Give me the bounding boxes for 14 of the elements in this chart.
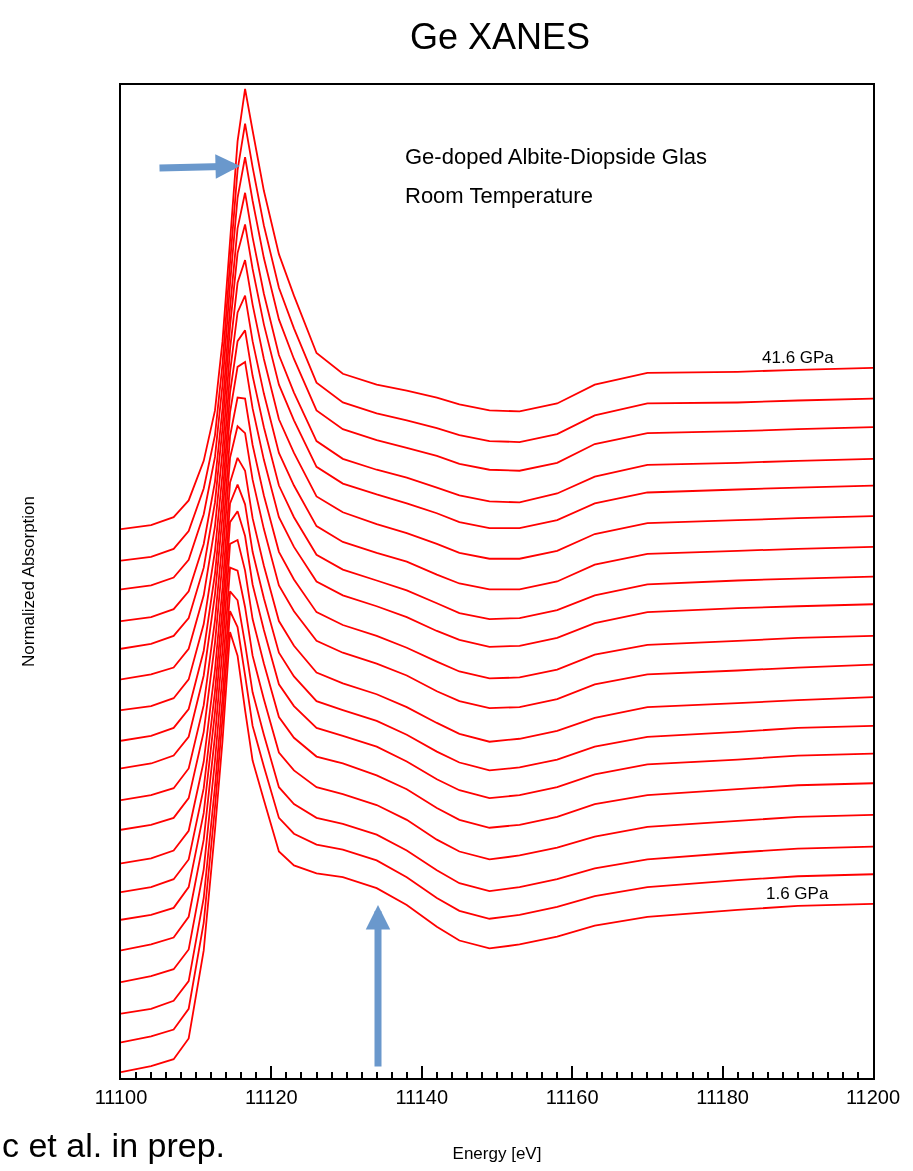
x-tick-label: 11140 [395,1086,449,1108]
annotation: Room Temperature [405,183,593,208]
x-tick-label: 11200 [845,1086,901,1108]
series-label: 41.6 GPa [762,348,835,367]
series-label: 1.6 GPa [766,884,829,903]
x-tick-label: 11160 [545,1086,599,1108]
y-axis-title: Normalized Absorption [19,495,39,668]
text: c et al. in prep. [2,1126,226,1164]
annotation: Ge-doped Albite-Diopside Glas [405,144,708,169]
x-axis-title: Energy [eV] [452,1143,542,1163]
chart-title: Ge XANES [409,15,591,57]
x-tick-label: 11120 [245,1086,298,1108]
x-tick-label: 11100 [94,1086,148,1108]
x-tick-label: 11180 [696,1086,749,1108]
